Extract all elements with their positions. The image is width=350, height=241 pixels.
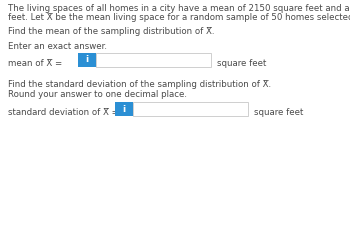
FancyBboxPatch shape	[78, 53, 96, 67]
Text: feet. Let X̅ be the mean living space for a random sample of 50 homes selected f: feet. Let X̅ be the mean living space fo…	[8, 13, 350, 22]
Text: Round your answer to one decimal place.: Round your answer to one decimal place.	[8, 90, 187, 99]
Text: The living spaces of all homes in a city have a mean of 2150 square feet and a s: The living spaces of all homes in a city…	[8, 4, 350, 13]
Text: i: i	[122, 105, 126, 114]
Text: Find the standard deviation of the sampling distribution of X̅.: Find the standard deviation of the sampl…	[8, 80, 271, 89]
Text: standard deviation of X̅ =: standard deviation of X̅ =	[8, 108, 119, 117]
Text: square feet: square feet	[254, 108, 303, 117]
FancyBboxPatch shape	[115, 102, 133, 116]
Text: Enter an exact answer.: Enter an exact answer.	[8, 42, 107, 51]
Text: Find the mean of the sampling distribution of X̅.: Find the mean of the sampling distributi…	[8, 27, 215, 36]
FancyBboxPatch shape	[96, 53, 211, 67]
Text: mean of X̅ =: mean of X̅ =	[8, 59, 62, 68]
Text: i: i	[85, 55, 89, 65]
Text: square feet: square feet	[217, 59, 266, 68]
FancyBboxPatch shape	[133, 102, 248, 116]
